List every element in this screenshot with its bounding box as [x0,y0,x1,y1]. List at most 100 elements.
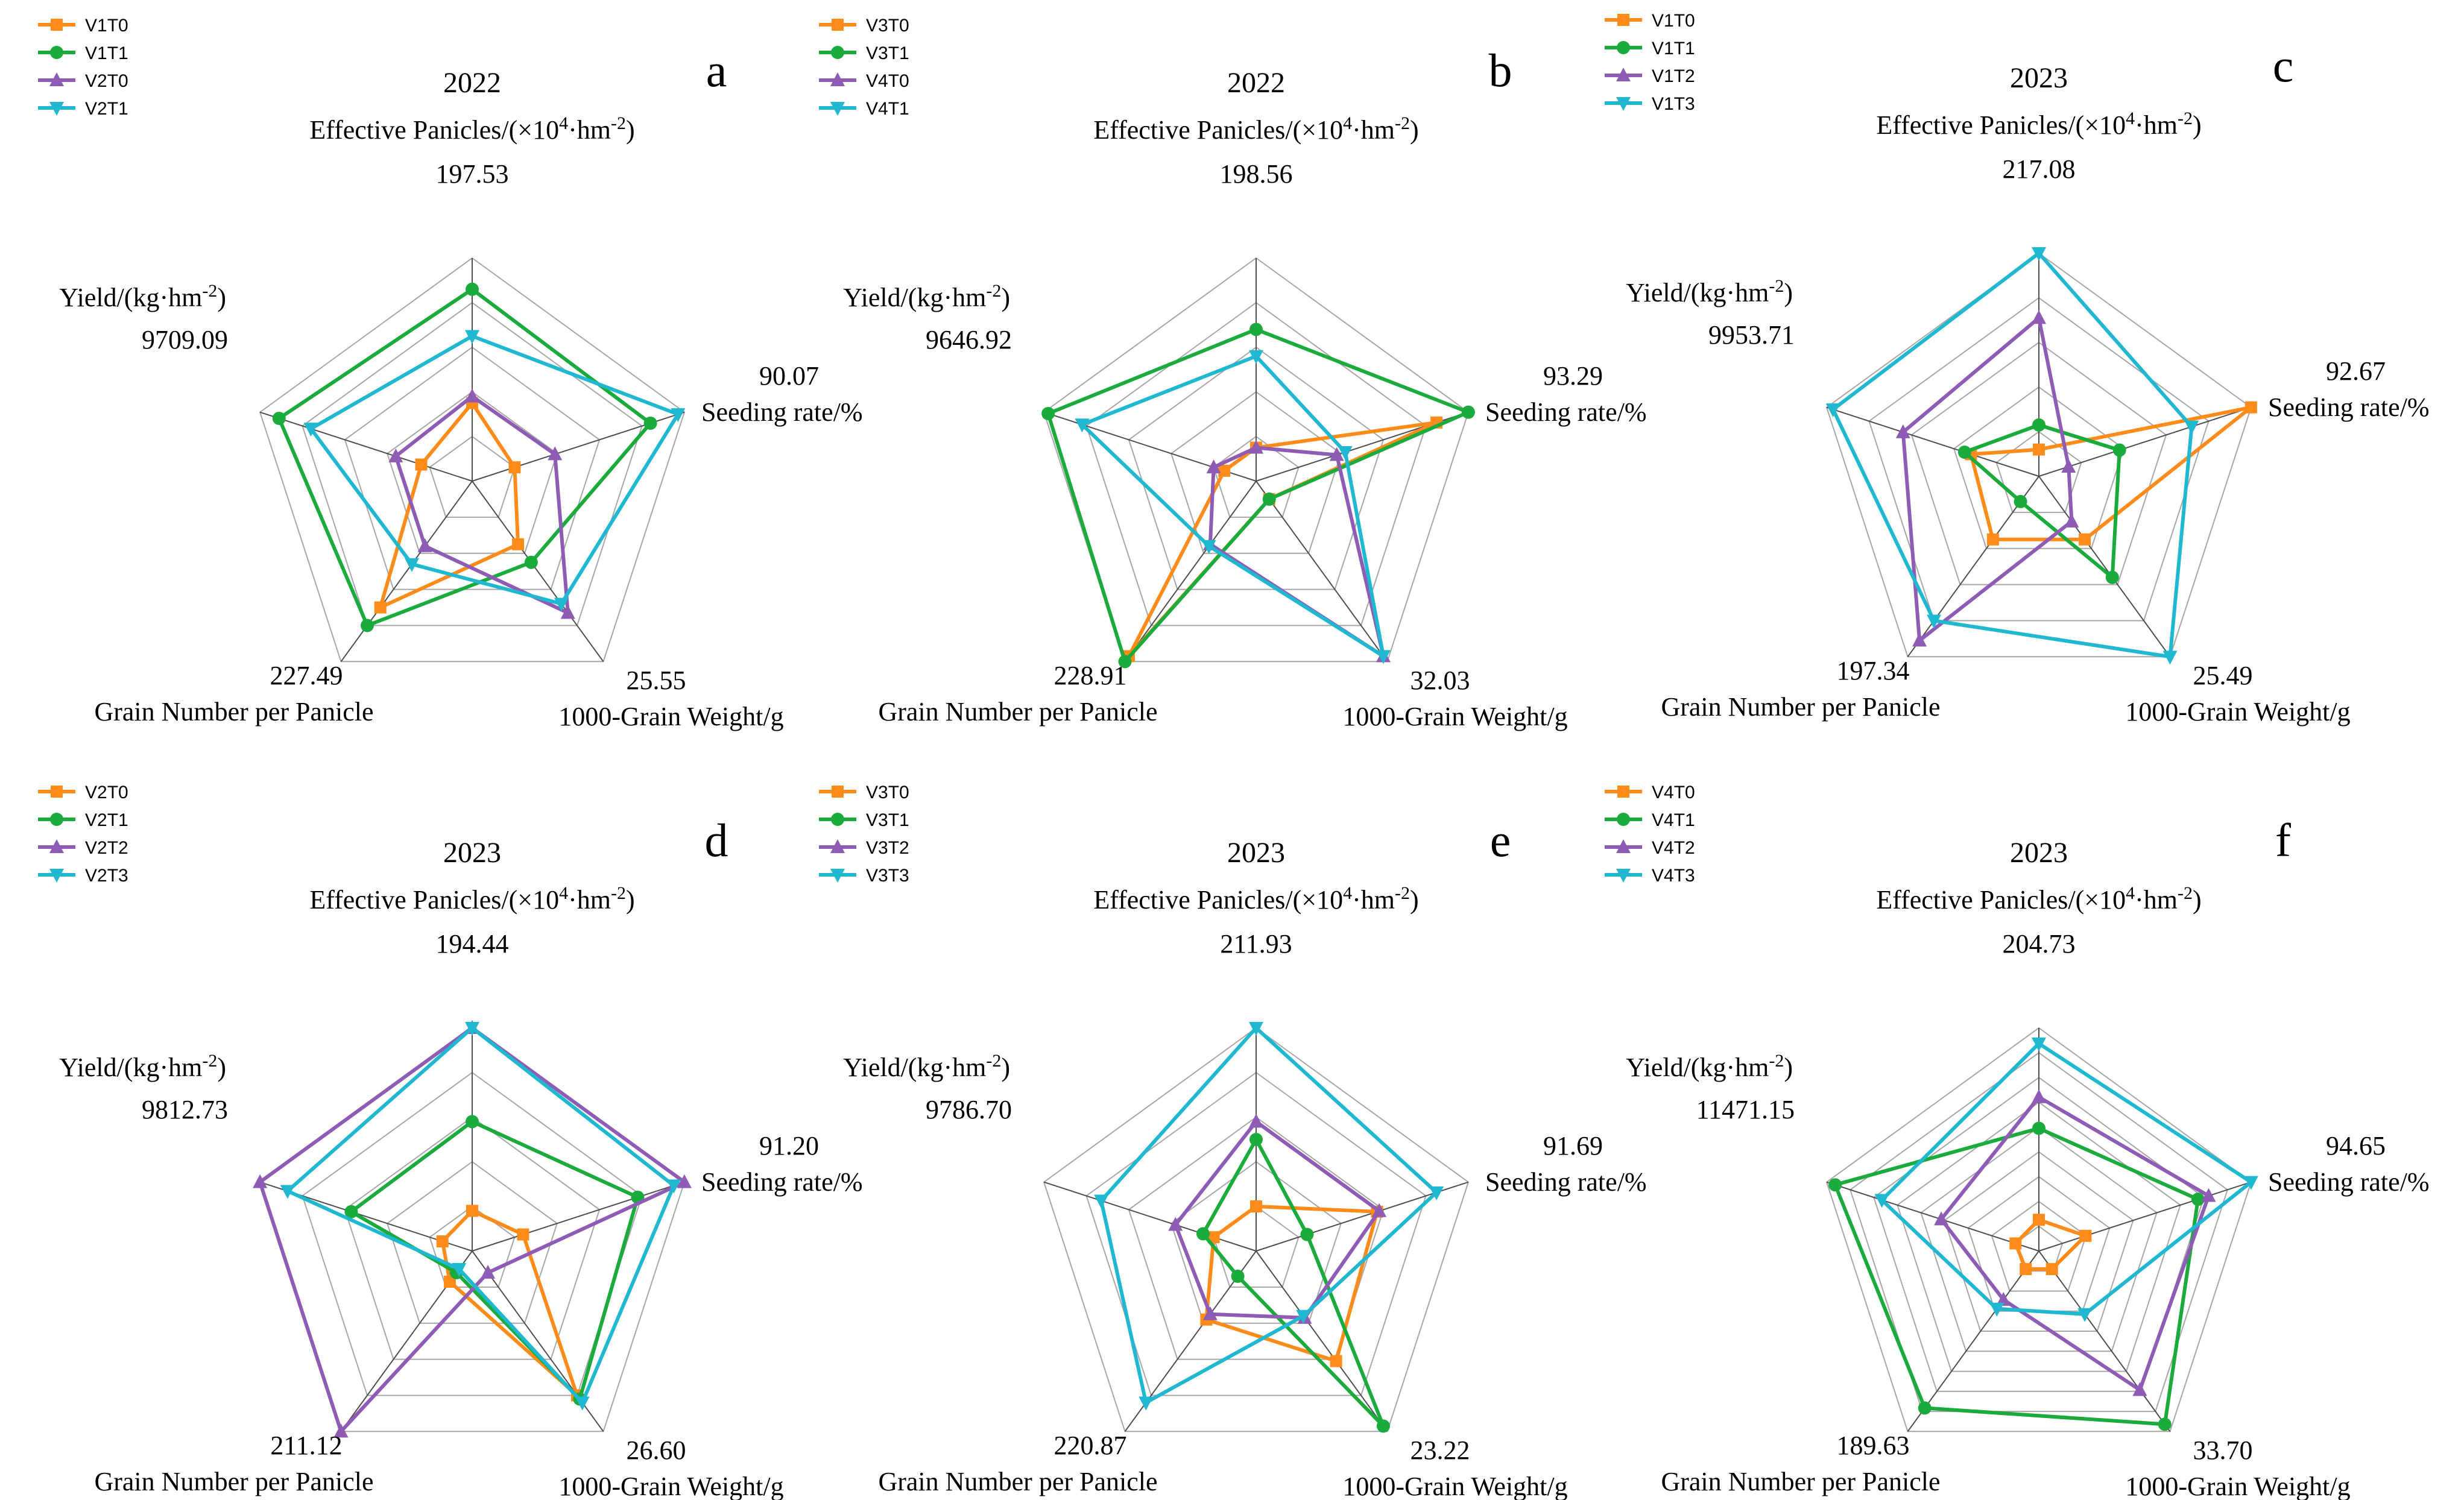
legend-label: V2T1 [85,810,128,830]
axis-max-yield: 11471.15 [1696,1095,1795,1124]
series-line-V1T2 [1901,314,2074,644]
series-point-V4T3 [1989,1302,2004,1317]
series-point-V1T0 [1986,533,1999,546]
axis-max-weight: 32.03 [1410,666,1470,695]
legend-label: V4T1 [1652,810,1695,830]
axis-spoke [2038,1250,2171,1432]
grid-ring [1043,1027,1470,1432]
axis-label-seeding: Seeding rate/% [2268,1167,2430,1197]
series-point-V4T1 [1828,1178,1842,1192]
axis-label-grain: Grain Number per Panicle [94,697,373,726]
axis-max-seeding: 94.65 [2326,1131,2386,1161]
grid-ring [344,1116,601,1360]
series-point-V3T2 [1202,1306,1218,1320]
axis-label-grain: Grain Number per Panicle [1661,692,1940,722]
series-point-V3T2 [1372,1203,1387,1217]
axis-label-yield: Yield/(kg·hm-2) [843,1051,1010,1083]
series-line-V2T1 [347,1119,640,1403]
series-point-V2T3 [280,1185,295,1199]
axis-max-grain: 220.87 [1054,1431,1127,1460]
axis-max-panicles: 217.08 [2003,154,2076,184]
panel-year: 2023 [2010,62,2068,94]
grid-ring [1995,430,2082,513]
series-point-V4T2 [1996,1291,2011,1306]
series-line-V3T2 [1173,1119,1382,1320]
legend-marker-V3T3 [830,869,845,883]
grid-ring [1825,252,2252,658]
series-point-V4T1 [1249,350,1263,364]
series-point-V4T3 [2077,1308,2093,1322]
axis-max-panicles: 197.53 [436,159,509,189]
series-point-V3T3 [1296,1309,1311,1324]
grid-ring [1085,301,1427,626]
axis-label-weight: 1000-Grain Weight/g [2125,697,2350,726]
series-point-V3T1 [1041,406,1055,420]
axis-spoke [1826,1181,2039,1252]
series-point-V2T2 [481,1264,496,1279]
grid-ring [344,346,601,590]
series-line-V4T1 [1833,1126,2200,1426]
series-point-V2T1 [344,1205,358,1218]
axis-label-yield: Yield/(kg·hm-2) [59,281,226,313]
series-point-V2T1 [465,330,479,344]
legend-marker-V4T1 [1617,813,1630,826]
series-point-V3T3 [1429,1186,1444,1200]
axis-label-weight: 1000-Grain Weight/g [558,702,783,731]
series-point-V3T3 [1094,1194,1109,1209]
axis-label-grain: Grain Number per Panicle [1661,1467,1940,1496]
axis-label-yield: Yield/(kg·hm-2) [59,1051,226,1083]
series-line-V3T1 [1201,1135,1385,1428]
legend-label: V4T0 [866,71,909,91]
series-point-V4T0 [1249,440,1263,454]
legend-label: V2T1 [85,99,128,119]
series-point-V3T2 [1168,1217,1183,1231]
radar-panel-f: V4T0 V4T1 V4T2 V4T3 2023 f Effective Panicles/… [1605,783,2430,1500]
series-point-V1T1 [643,416,657,430]
panel-year: 2023 [2010,837,2068,869]
series-point-V1T0 [374,601,387,614]
series-point-V4T1 [1918,1401,1932,1415]
axis-max-panicles: 194.44 [436,929,509,959]
series-point-V3T2 [1249,1114,1263,1128]
axis-max-grain: 228.91 [1054,661,1127,690]
series-point-V1T1 [2032,418,2045,432]
axis-max-weight: 33.70 [2193,1435,2253,1465]
legend-label: V2T3 [85,866,128,886]
series-line-V1T0 [1968,405,2252,541]
series-point-V3T1 [1249,1133,1263,1146]
legend-label: V1T2 [1652,66,1695,86]
legend-marker-V2T1 [50,813,63,826]
series-point-V4T2 [1934,1211,1949,1226]
series-point-V4T0 [2020,1262,2032,1275]
series-point-V3T1 [1262,492,1276,506]
series-point-V1T3 [2032,247,2046,261]
legend-label: V3T0 [866,783,909,802]
series-point-V2T1 [671,408,686,423]
axis-label-grain: Grain Number per Panicle [878,1467,1157,1496]
series-point-V1T3 [2184,420,2199,435]
panel-year: 2022 [443,67,501,99]
axis-max-seeding: 91.20 [759,1131,819,1161]
series-point-V2T2 [677,1174,692,1188]
series-point-V2T2 [253,1174,268,1188]
legend-marker-V4T0 [830,72,845,86]
series-point-V2T0 [444,1275,456,1288]
axis-label-panicles: Effective Panicles/(×104·hm-2) [1876,109,2201,140]
grid-ring [1170,391,1342,554]
series-point-V2T0 [548,446,563,461]
series-line-V2T2 [257,1026,688,1435]
axis-label-panicles: Effective Panicles/(×104·hm-2) [1093,883,1418,915]
grid-ring [1991,1200,2087,1292]
axis-label-seeding: Seeding rate/% [701,1167,863,1197]
axis-spoke [472,1181,685,1252]
grid-ring [302,301,643,626]
series-point-V1T2 [2061,458,2076,473]
series-line-V3T0 [1204,1204,1380,1364]
series-point-V1T0 [512,538,525,550]
series-line-V4T1 [1078,354,1386,660]
legend-label: V4T0 [1652,783,1695,802]
axis-spoke [1124,481,1257,662]
legend-label: V3T2 [866,838,909,858]
legend-marker-V4T3 [1616,869,1631,883]
axis-label-yield: Yield/(kg·hm-2) [1626,276,1793,308]
